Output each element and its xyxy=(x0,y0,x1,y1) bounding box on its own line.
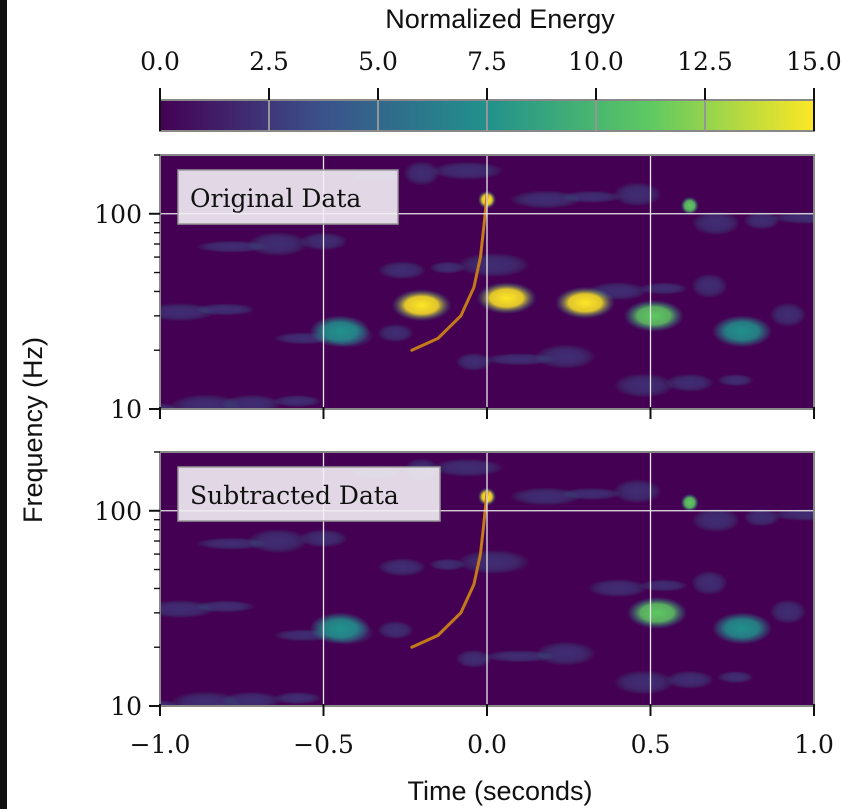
legend-box xyxy=(177,466,441,522)
colorbar-label: Normalized Energy xyxy=(385,4,615,34)
legend-label: Subtracted Data xyxy=(190,481,399,510)
background-texture xyxy=(613,670,674,695)
background-texture xyxy=(535,344,596,369)
background-texture xyxy=(429,261,466,274)
background-texture xyxy=(769,599,806,624)
background-texture xyxy=(717,374,754,387)
energy-blob xyxy=(309,315,370,348)
panel-original-data: 10 100 Original Data xyxy=(94,154,815,424)
x-tick-label: 1.0 xyxy=(794,730,834,759)
background-texture xyxy=(639,579,688,592)
energy-blob xyxy=(712,315,773,348)
x-tick-label: 0.0 xyxy=(467,730,507,759)
background-texture xyxy=(587,579,648,598)
y-tick-label: 100 xyxy=(94,497,142,526)
legend-label: Original Data xyxy=(190,184,361,213)
left-edge-strip xyxy=(0,0,7,809)
background-texture xyxy=(691,508,740,533)
colorbar-tick-label: 2.5 xyxy=(249,47,289,76)
x-tick-label: 0.5 xyxy=(631,730,671,759)
background-texture xyxy=(691,211,740,236)
colorbar-tick-label: 7.5 xyxy=(467,47,507,76)
background-texture xyxy=(691,570,728,595)
background-texture xyxy=(377,621,414,640)
background-texture xyxy=(613,479,662,504)
colorbar-ticks xyxy=(159,88,815,131)
colorbar-tick-label: 12.5 xyxy=(677,47,733,76)
background-texture xyxy=(247,529,308,554)
background-texture xyxy=(221,394,282,409)
background-texture xyxy=(535,641,596,666)
colorbar-tick-label: 15.0 xyxy=(786,47,842,76)
background-texture xyxy=(691,273,728,298)
energy-blob xyxy=(555,286,616,319)
legend-box xyxy=(177,169,399,225)
background-texture xyxy=(771,211,814,224)
background-texture xyxy=(195,303,256,316)
x-tick-label: −0.5 xyxy=(293,730,354,759)
background-texture xyxy=(195,600,256,613)
background-texture xyxy=(717,671,754,684)
background-texture xyxy=(457,252,530,277)
background-texture xyxy=(561,487,622,500)
energy-blob xyxy=(680,493,699,512)
background-texture xyxy=(455,649,492,668)
colorbar-tick-label: 10.0 xyxy=(568,47,624,76)
background-texture xyxy=(377,261,426,280)
x-tick-label: −1.0 xyxy=(130,730,191,759)
energy-blob xyxy=(309,612,370,645)
energy-blob xyxy=(712,612,773,645)
energy-blob xyxy=(476,282,537,315)
background-texture xyxy=(613,373,674,398)
background-texture xyxy=(455,352,492,371)
y-axis-label: Frequency (Hz) xyxy=(18,337,48,523)
panel-subtracted-data: −1.0 −0.5 0.0 0.5 1.0 10 100 Subtracted Data xyxy=(94,451,834,759)
energy-blob xyxy=(680,196,699,215)
background-texture xyxy=(457,549,530,574)
colorbar-tick-labels: 0.0 2.5 5.0 7.5 10.0 12.5 15.0 xyxy=(140,47,842,76)
background-texture xyxy=(665,670,714,689)
chirp-track xyxy=(410,193,489,352)
colorbar-tick-label: 0.0 xyxy=(140,47,180,76)
background-texture xyxy=(273,395,322,408)
background-texture xyxy=(377,558,426,577)
background-texture xyxy=(429,558,466,571)
background-texture xyxy=(665,373,714,392)
energy-blob xyxy=(623,299,684,332)
background-texture xyxy=(743,508,780,527)
colorbar-tick-label: 5.0 xyxy=(358,47,398,76)
background-texture xyxy=(247,232,308,257)
background-texture xyxy=(639,282,688,295)
background-texture xyxy=(769,302,806,327)
x-axis-label: Time (seconds) xyxy=(407,776,592,806)
y-tick-label: 10 xyxy=(110,692,142,721)
background-texture xyxy=(431,458,504,477)
background-texture xyxy=(613,182,662,207)
background-texture xyxy=(431,161,504,180)
energy-blob xyxy=(627,596,688,629)
background-texture xyxy=(273,692,322,705)
background-texture xyxy=(403,161,440,186)
chirp-track xyxy=(410,490,489,649)
y-tick-label: 10 xyxy=(110,395,142,424)
background-texture xyxy=(221,691,282,706)
energy-blob xyxy=(391,289,452,322)
background-texture xyxy=(743,211,780,230)
background-texture xyxy=(771,508,814,521)
y-tick-label: 100 xyxy=(94,200,142,229)
background-texture xyxy=(377,324,414,343)
background-texture xyxy=(561,190,622,203)
